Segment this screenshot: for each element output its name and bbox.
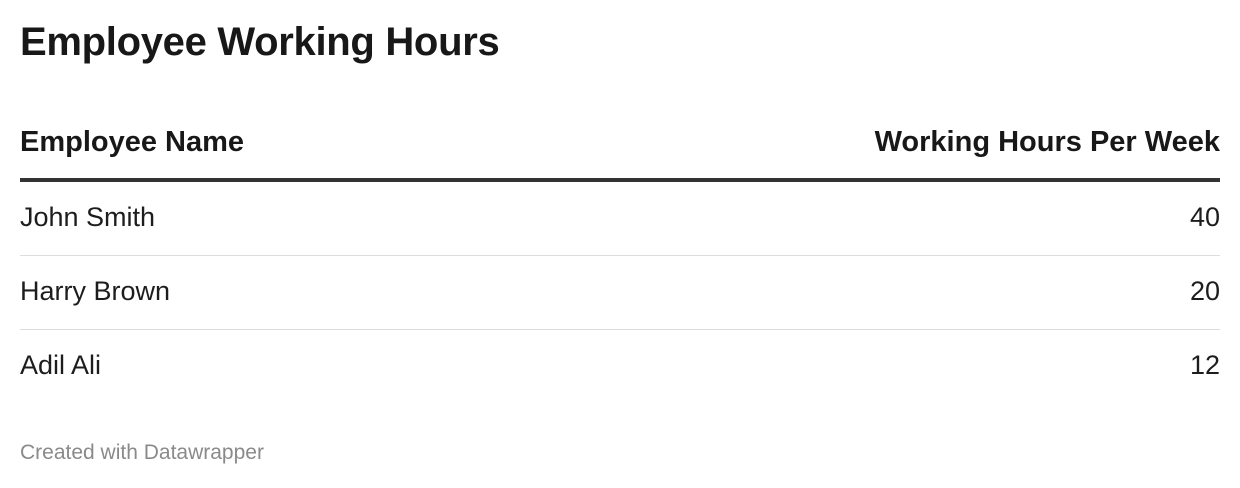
chart-title: Employee Working Hours: [20, 20, 500, 64]
table-row: Harry Brown 20: [20, 256, 1220, 330]
datawrapper-credit[interactable]: Created with Datawrapper: [20, 441, 264, 464]
employee-name-cell: John Smith: [20, 202, 156, 232]
employee-name-cell: Harry Brown: [20, 276, 171, 306]
table-row: John Smith 40: [20, 182, 1220, 256]
working-hours-cell: 20: [1189, 276, 1220, 306]
column-header-working-hours[interactable]: Working Hours Per Week: [874, 126, 1220, 158]
table-header: Employee Name Working Hours Per Week: [20, 118, 1220, 182]
table-row: Adil Ali 12: [20, 330, 1220, 403]
working-hours-cell: 12: [1189, 350, 1220, 380]
data-table: Employee Name Working Hours Per Week Joh…: [20, 118, 1220, 403]
column-header-employee-name[interactable]: Employee Name: [20, 126, 245, 158]
employee-name-cell: Adil Ali: [20, 350, 102, 380]
working-hours-cell: 40: [1189, 202, 1220, 232]
